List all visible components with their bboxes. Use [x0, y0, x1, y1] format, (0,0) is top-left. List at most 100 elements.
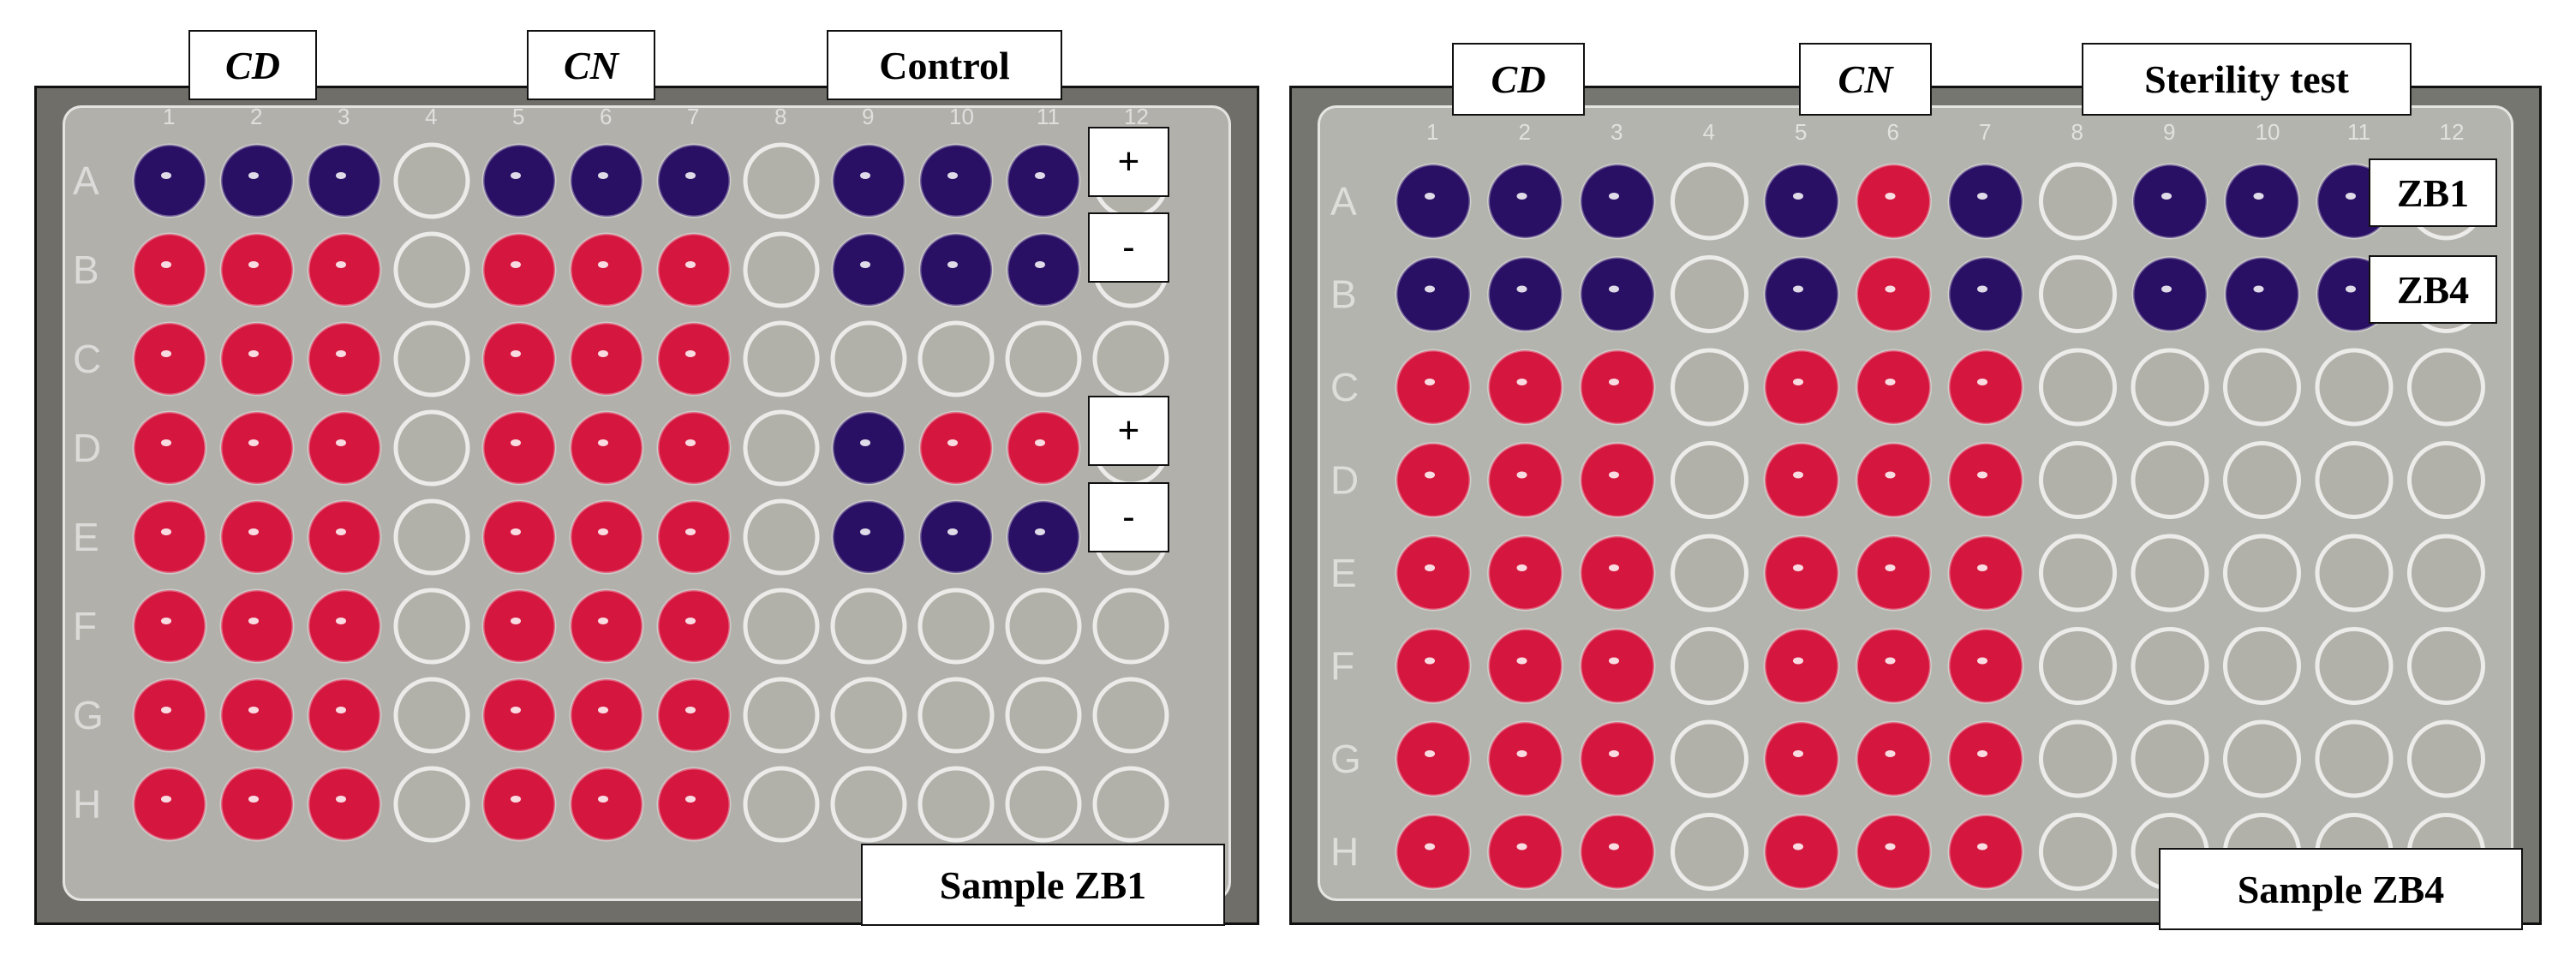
well [1856, 814, 1932, 890]
well [656, 143, 732, 218]
column-number: 11 [1037, 104, 1060, 129]
well [1005, 766, 1082, 843]
row-letter: G [1330, 737, 1361, 781]
well [219, 321, 295, 397]
label-cn-left: CN [527, 30, 655, 100]
well [393, 142, 470, 219]
well [132, 410, 207, 486]
well-highlight [161, 261, 171, 268]
well [307, 677, 382, 753]
well [2131, 534, 2209, 612]
well [831, 232, 906, 307]
well [917, 766, 995, 843]
well [917, 588, 995, 665]
well-highlight [1793, 564, 1803, 571]
well [132, 677, 207, 753]
label-row-zb1: ZB1 [2369, 158, 2497, 227]
well [2131, 348, 2209, 427]
well [481, 143, 557, 218]
well [1947, 163, 2024, 240]
well [1947, 814, 2024, 890]
well [656, 321, 732, 397]
label-sterility-test: Sterility test [2082, 43, 2412, 116]
row-letter: D [73, 426, 101, 470]
well [219, 677, 295, 753]
well-highlight [1977, 657, 1987, 665]
well-highlight [1035, 172, 1045, 179]
column-number: 12 [2440, 119, 2465, 145]
well [1763, 349, 1840, 426]
well [569, 499, 644, 575]
well [1763, 814, 1840, 890]
well-highlight [598, 796, 608, 803]
well-highlight [511, 172, 521, 179]
well-highlight [248, 350, 259, 357]
well [1092, 766, 1169, 843]
well [1395, 628, 1472, 704]
well-highlight [685, 618, 696, 624]
well [307, 588, 382, 664]
well [1005, 320, 1082, 397]
well-highlight [1516, 657, 1527, 665]
well [656, 499, 732, 575]
column-number: 2 [1519, 119, 1531, 145]
well [830, 320, 907, 397]
well-highlight [947, 261, 958, 268]
well-highlight [1977, 564, 1987, 571]
well [1006, 499, 1081, 575]
well-highlight [685, 707, 696, 713]
well [1763, 442, 1840, 518]
well [481, 321, 557, 397]
well [569, 232, 644, 307]
well [1671, 441, 1748, 519]
well [656, 232, 732, 307]
well-highlight [511, 350, 521, 357]
well-highlight [511, 707, 521, 713]
well-highlight [598, 172, 608, 179]
well-highlight [161, 796, 171, 803]
well [1487, 349, 1563, 426]
well [393, 677, 470, 754]
well-highlight [685, 796, 696, 803]
well [743, 498, 820, 576]
well-highlight [161, 707, 171, 713]
well [569, 677, 644, 753]
label-sample-zb1: Sample ZB1 [861, 844, 1225, 926]
column-number: 10 [949, 104, 974, 129]
well-highlight [1609, 471, 1619, 479]
well [307, 321, 382, 397]
well-highlight [1516, 193, 1527, 200]
sign-plus-row-a: + [1088, 127, 1169, 197]
well [2223, 719, 2301, 798]
column-number: 5 [512, 104, 524, 129]
well [219, 499, 295, 575]
well [393, 588, 470, 665]
well [1487, 163, 1563, 240]
well [1579, 349, 1656, 426]
well-highlight [1793, 379, 1803, 385]
row-letter: C [73, 337, 101, 381]
well [2131, 719, 2209, 798]
well-highlight [511, 796, 521, 803]
well-highlight [1516, 471, 1527, 479]
well [307, 232, 382, 307]
well [1763, 256, 1840, 332]
well-highlight [161, 528, 171, 535]
row-letter: A [1330, 179, 1357, 224]
well-highlight [1793, 193, 1803, 200]
well-highlight [336, 707, 346, 713]
well [743, 320, 820, 397]
well [917, 320, 995, 397]
row-letter: E [73, 515, 99, 559]
well [481, 767, 557, 842]
well [481, 232, 557, 307]
column-number: 5 [1795, 119, 1807, 145]
well [1395, 814, 1472, 890]
well-highlight [1793, 471, 1803, 479]
well [918, 143, 994, 218]
well [918, 232, 994, 307]
well [1579, 442, 1656, 518]
well-highlight [1425, 285, 1435, 293]
well-highlight [1885, 657, 1896, 665]
